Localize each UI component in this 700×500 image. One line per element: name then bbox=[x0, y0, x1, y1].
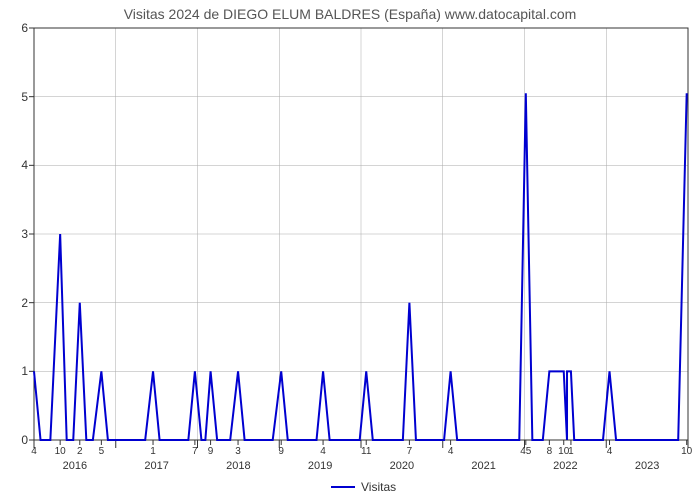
y-axis-tick-label: 2 bbox=[8, 296, 28, 310]
y-axis-tick-label: 5 bbox=[8, 90, 28, 104]
x-axis-year-label: 2023 bbox=[635, 460, 659, 472]
y-axis-tick-label: 4 bbox=[8, 158, 28, 172]
x-axis-value-label: 9 bbox=[208, 446, 214, 457]
y-axis-tick-label: 6 bbox=[8, 21, 28, 35]
legend-swatch bbox=[331, 486, 355, 488]
x-axis-year-label: 2020 bbox=[390, 460, 414, 472]
x-axis-value-label: 4 bbox=[320, 446, 326, 457]
x-axis-year-label: 2016 bbox=[63, 460, 87, 472]
x-axis-year-label: 2018 bbox=[226, 460, 250, 472]
x-axis-value-label: 3 bbox=[235, 446, 241, 457]
x-axis-value-label: 1 bbox=[568, 446, 574, 457]
x-axis-value-label: 7 bbox=[407, 446, 413, 457]
x-axis-year-label: 2021 bbox=[471, 460, 495, 472]
chart-legend: Visitas bbox=[331, 480, 396, 494]
x-axis-value-label: 2 bbox=[77, 446, 83, 457]
x-axis-year-label: 2019 bbox=[308, 460, 332, 472]
x-axis-value-label: 10 bbox=[681, 446, 692, 457]
x-axis-value-label: 11 bbox=[361, 446, 371, 457]
x-axis-year-label: 2017 bbox=[144, 460, 168, 472]
x-axis-value-label: 7 bbox=[192, 446, 198, 457]
legend-label: Visitas bbox=[361, 480, 396, 494]
y-axis-tick-label: 0 bbox=[8, 433, 28, 447]
y-axis-tick-label: 3 bbox=[8, 227, 28, 241]
visits-line-chart: Visitas 2024 de DIEGO ELUM BALDRES (Espa… bbox=[0, 0, 700, 500]
x-axis-value-label: 45 bbox=[520, 446, 531, 457]
y-axis-tick-label: 1 bbox=[8, 364, 28, 378]
x-axis-value-label: 5 bbox=[99, 446, 105, 457]
x-axis-value-label: 4 bbox=[31, 446, 37, 457]
x-axis-value-label: 4 bbox=[607, 446, 613, 457]
x-axis-value-label: 8 bbox=[547, 446, 553, 457]
x-axis-year-label: 2022 bbox=[553, 460, 577, 472]
x-axis-value-label: 4 bbox=[448, 446, 454, 457]
x-axis-value-label: 9 bbox=[278, 446, 284, 457]
x-axis-value-label: 10 bbox=[55, 446, 66, 457]
chart-svg bbox=[0, 0, 700, 500]
x-axis-value-label: 1 bbox=[150, 446, 156, 457]
